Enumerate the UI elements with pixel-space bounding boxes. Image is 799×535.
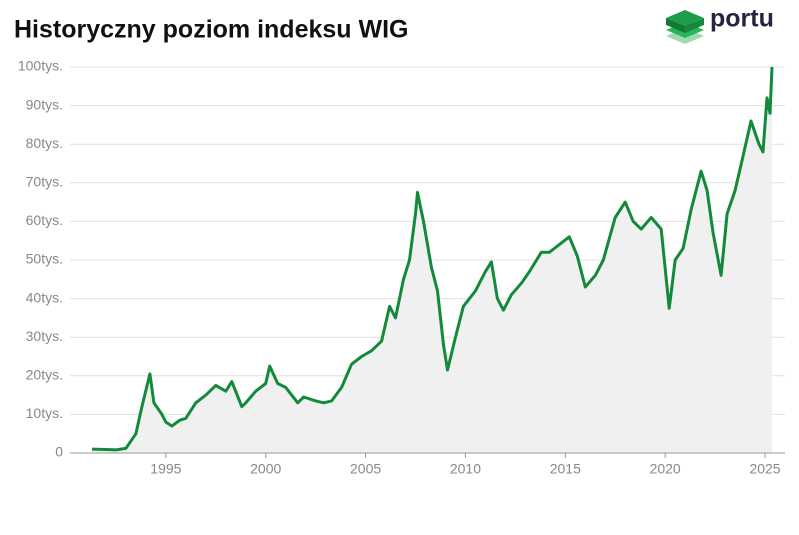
y-tick-label: 100tys. [18,58,63,74]
y-tick-label: 90tys. [26,96,63,112]
y-tick-label: 60tys. [26,212,63,228]
x-tick-label: 2000 [250,461,281,477]
x-tick-label: 2005 [350,461,381,477]
y-tick-label: 80tys. [26,135,63,151]
y-tick-label: 30tys. [26,328,63,344]
y-tick-label: 0 [55,444,63,460]
area [91,67,773,453]
logo-icon [666,10,704,44]
y-tick-label: 20tys. [26,367,63,383]
y-tick-label: 50tys. [26,251,63,267]
x-tick-label: 2025 [749,461,780,477]
x-tick-label: 1995 [150,461,181,477]
x-tick-label: 2015 [550,461,581,477]
chart-title: Historyczny poziom indeksu WIG [14,16,409,44]
x-tick-label: 2010 [450,461,481,477]
y-tick-label: 40tys. [26,289,63,305]
logo-text: portu [710,5,774,33]
y-tick-label: 70tys. [26,174,63,190]
line [91,66,774,452]
y-tick-label: 10tys. [26,405,63,421]
x-tick-label: 2020 [650,461,681,477]
